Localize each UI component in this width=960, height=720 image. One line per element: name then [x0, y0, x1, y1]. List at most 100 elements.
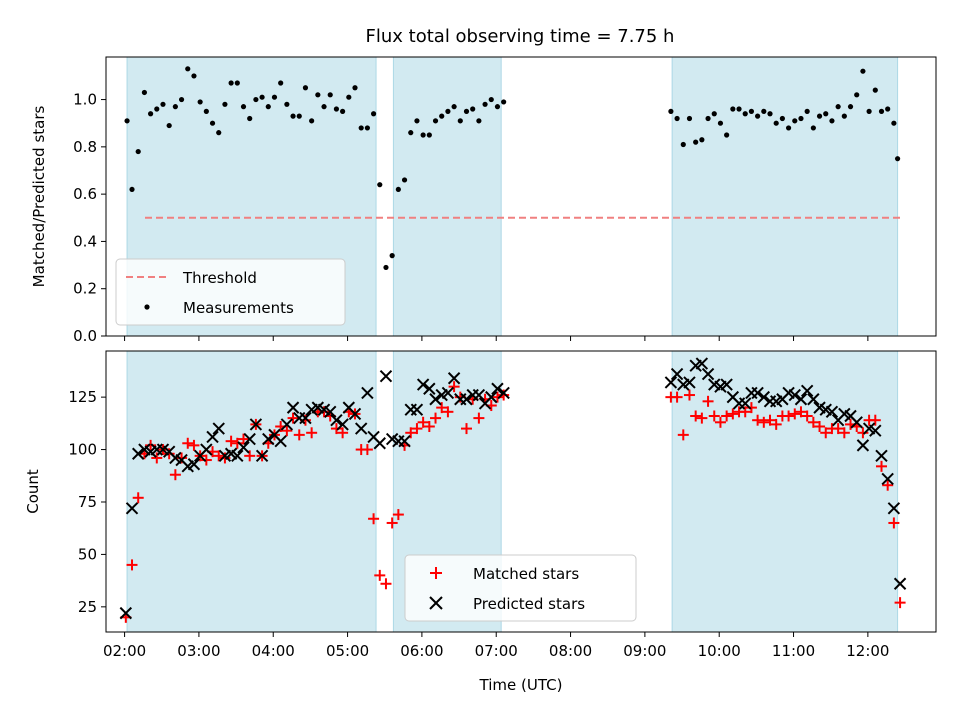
measurement-point: [247, 115, 253, 122]
measurement-point: [841, 113, 847, 119]
top-y-axis-label: Matched/Predicted stars: [30, 106, 48, 288]
measurement-point: [135, 148, 141, 155]
matched-star-marker: [430, 412, 442, 424]
matched-star-marker: [213, 450, 225, 462]
measurement-point: [296, 113, 302, 119]
predicted-star-marker: [788, 388, 801, 402]
predicted-star-marker: [262, 432, 275, 446]
measurement-point: [891, 120, 897, 126]
measurement-point: [309, 118, 315, 124]
bottom-legend: Matched stars Predicted stars: [404, 554, 637, 622]
matched-star-marker: [882, 479, 894, 491]
matched-star-marker: [683, 389, 695, 401]
matched-star-marker: [721, 410, 733, 422]
y-tick-label: 0.8: [73, 138, 97, 156]
measurement-point: [377, 182, 383, 188]
matched-star-marker: [801, 410, 813, 422]
predicted-star-marker: [887, 502, 901, 515]
predicted-star-marker: [441, 386, 455, 400]
y-tick-label: 50: [78, 545, 97, 563]
matched-star-marker: [702, 395, 714, 407]
measurements-legend-label: Measurements: [183, 299, 294, 317]
matched-star-marker: [498, 389, 510, 401]
observing-window-3: [671, 350, 899, 633]
predicted-star-marker: [670, 367, 684, 381]
predicted-star-marker: [348, 407, 362, 421]
predicted-star-marker: [416, 378, 430, 391]
measurement-point: [761, 108, 767, 114]
measurement-point: [432, 118, 439, 124]
matched-star-marker: [238, 433, 250, 445]
matched-legend-swatch: [430, 567, 442, 579]
x-tick-label: 07:00: [475, 642, 518, 660]
matched-star-markers: [120, 381, 906, 623]
matched-star-marker: [460, 423, 472, 435]
matched-star-marker: [163, 448, 175, 460]
measurement-point: [866, 108, 872, 114]
x-tick-label: 04:00: [252, 642, 295, 660]
y-tick-label: 0.0: [73, 327, 97, 345]
matched-star-marker: [708, 410, 720, 422]
measurement-point: [705, 115, 711, 122]
matched-star-marker: [188, 439, 200, 451]
matched-star-marker: [380, 578, 392, 590]
measurement-point: [439, 113, 445, 119]
measurement-point: [197, 99, 203, 105]
bottom-shaded-intervals: [126, 350, 899, 633]
predicted-star-marker: [255, 449, 269, 463]
measurement-point: [253, 96, 259, 103]
top-x-axis: [124, 336, 869, 341]
matched-star-marker: [330, 423, 342, 435]
x-tick-label: 08:00: [549, 642, 592, 660]
bottom-axes-frame: [105, 350, 937, 633]
observing-window-1: [126, 350, 377, 633]
matched-star-marker: [758, 416, 770, 428]
y-tick-label: 0.2: [73, 280, 97, 298]
predicted-star-marker: [491, 382, 504, 395]
predicted-star-marker: [856, 439, 870, 452]
measurement-point: [724, 132, 730, 138]
predicted-star-marker: [212, 422, 225, 435]
predicted-star-marker: [243, 432, 256, 446]
measurement-point: [327, 92, 333, 98]
measurement-point: [668, 108, 674, 114]
top-legend-box: [115, 258, 346, 326]
predicted-star-marker: [237, 441, 250, 454]
x-tick-label: 09:00: [623, 642, 666, 660]
measurement-point: [420, 132, 426, 138]
measurement-point: [178, 96, 185, 103]
measurement-point: [284, 101, 290, 107]
measurement-point: [748, 108, 755, 114]
predicted-star-marker: [206, 430, 219, 444]
measurement-point: [860, 68, 866, 74]
matched-star-marker: [436, 402, 448, 414]
measurement-point: [445, 108, 451, 114]
predicted-star-marker: [410, 403, 424, 416]
matched-star-marker: [448, 381, 460, 393]
measurement-point: [792, 118, 798, 124]
matched-star-marker: [671, 391, 683, 403]
matched-star-marker: [423, 420, 435, 432]
matched-star-marker: [368, 513, 380, 525]
measurement-point: [717, 120, 724, 126]
measurement-point: [470, 106, 476, 112]
measurement-point: [680, 141, 686, 148]
measurement-point: [810, 125, 816, 131]
measurement-point: [829, 118, 835, 124]
x-tick-label: 05:00: [326, 642, 369, 660]
matched-star-marker: [126, 559, 138, 571]
predicted-star-marker: [379, 369, 393, 383]
predicted-star-marker: [825, 405, 839, 419]
matched-star-marker: [392, 509, 404, 521]
matched-star-marker: [807, 416, 819, 428]
matched-star-marker: [176, 452, 188, 464]
matched-star-marker: [225, 435, 237, 447]
measurement-point: [302, 85, 309, 91]
measurement-point: [141, 89, 148, 96]
predicted-star-marker: [125, 502, 139, 515]
matched-star-marker: [857, 427, 869, 439]
measurement-point: [265, 104, 271, 110]
measurements-legend-swatch: [144, 304, 150, 310]
measurement-point: [290, 113, 296, 119]
